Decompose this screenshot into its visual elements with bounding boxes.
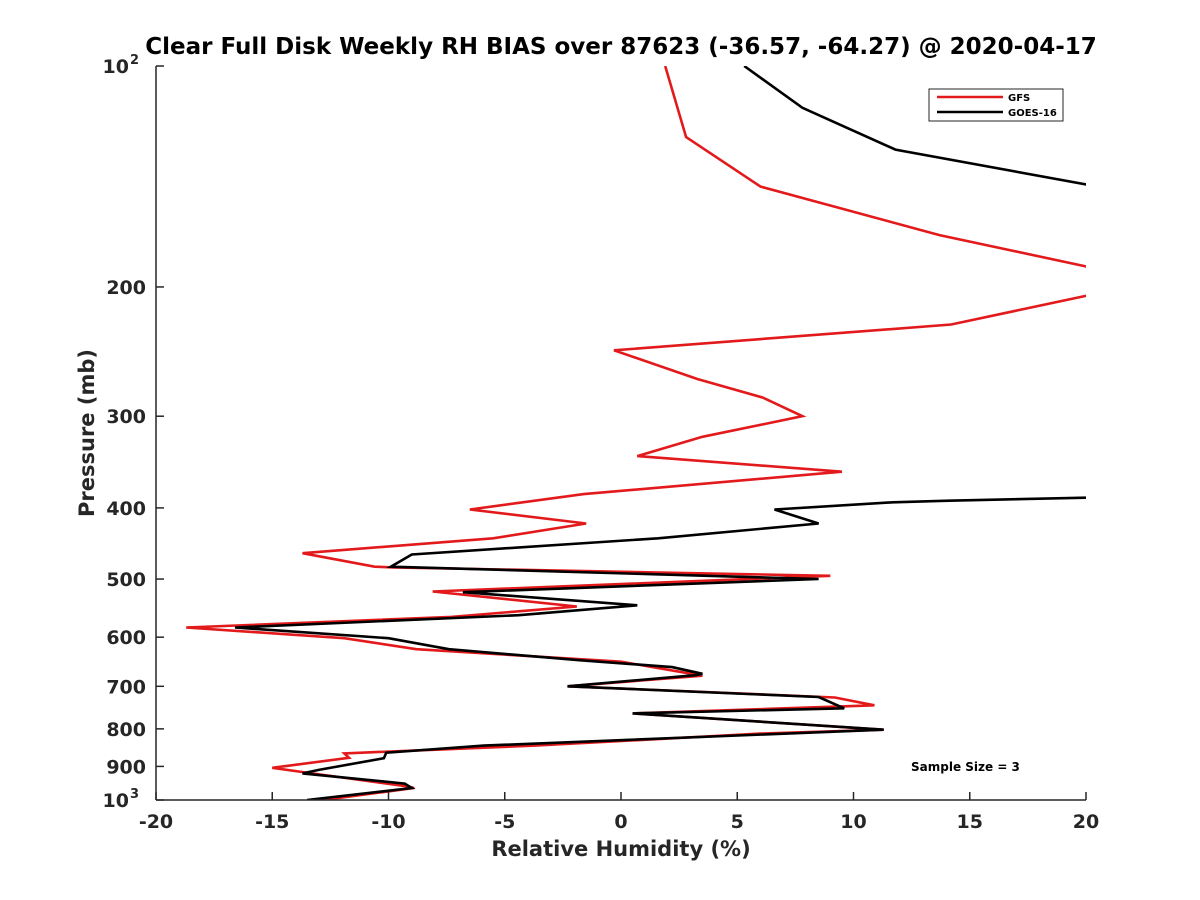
series-line-goes16 <box>234 66 1086 800</box>
x-tick-label: 10 <box>840 811 866 833</box>
x-tick-label: -15 <box>255 811 289 833</box>
x-tick-label: -20 <box>139 811 173 833</box>
y-tick-label: 600 <box>106 627 146 649</box>
x-tick-label: 15 <box>957 811 983 833</box>
legend-label-gfs: GFS <box>1008 93 1030 104</box>
series-line-gfs <box>186 66 1086 800</box>
x-tick-label: 5 <box>731 811 744 833</box>
legend-box <box>928 88 1064 122</box>
y-axis-label: Pressure (mb) <box>75 349 99 517</box>
x-tick-label: -10 <box>371 811 405 833</box>
y-ticks: 102 200 300 400 500 600 700 800 900 103 <box>103 53 164 812</box>
series-layer <box>186 66 1086 800</box>
legend-label-goes16: GOES-16 <box>1008 108 1057 119</box>
y-tick-label: 103 <box>103 787 140 812</box>
chart-title: Clear Full Disk Weekly RH BIAS over 8762… <box>145 34 1097 60</box>
x-axis-label: Relative Humidity (%) <box>491 837 750 861</box>
y-tick-label: 300 <box>106 406 146 428</box>
axes <box>155 66 1086 801</box>
legend: GFS GOES-16 <box>928 88 1064 122</box>
y-tick-label: 700 <box>106 676 146 698</box>
x-tick-label: 20 <box>1073 811 1099 833</box>
y-tick-label: 900 <box>106 756 146 778</box>
sample-size-annotation: Sample Size = 3 <box>911 760 1020 774</box>
x-tick-label: 0 <box>614 811 627 833</box>
x-ticks: -20 -15 -10 -5 0 5 10 15 20 <box>139 792 1099 833</box>
y-tick-label: 200 <box>106 277 146 299</box>
y-tick-label: 102 <box>103 53 140 78</box>
y-tick-label: 500 <box>106 569 146 591</box>
y-tick-label: 400 <box>106 498 146 520</box>
y-tick-label: 800 <box>106 719 146 741</box>
x-tick-label: -5 <box>494 811 515 833</box>
